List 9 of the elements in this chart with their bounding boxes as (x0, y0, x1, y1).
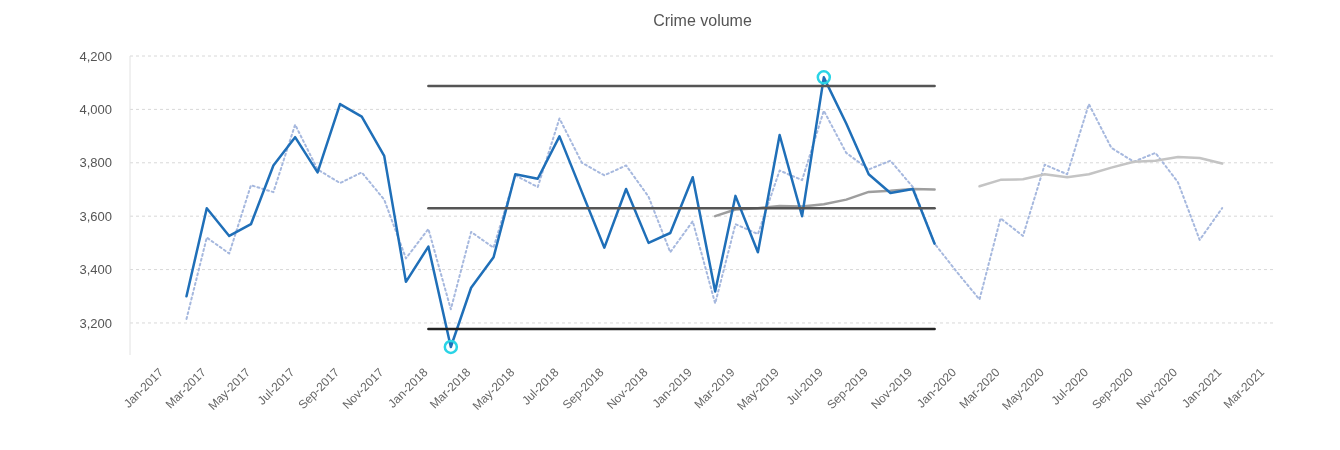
y-tick-label: 3,600 (79, 208, 112, 224)
y-tick-label: 3,400 (79, 262, 112, 278)
y-tick-label: 3,800 (79, 155, 112, 171)
y-tick-label: 4,000 (79, 101, 112, 117)
chart-title: Crime volume (653, 12, 752, 29)
line-series (185, 103, 1224, 320)
y-tick-label: 4,200 (79, 48, 112, 64)
line-series (978, 155, 1224, 188)
y-tick-label: 3,200 (79, 315, 112, 331)
